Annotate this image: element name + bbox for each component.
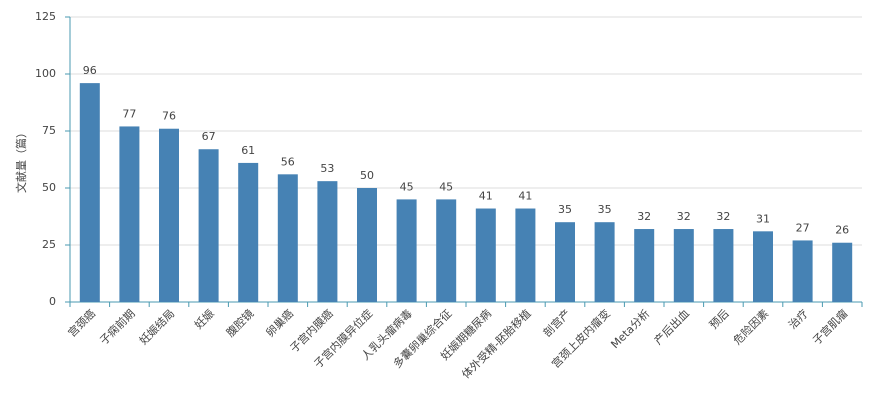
bar — [357, 188, 377, 302]
y-tick-label: 100 — [35, 67, 56, 80]
x-tick-label: 子痫前期 — [97, 306, 138, 347]
y-tick-label: 50 — [42, 181, 56, 194]
bar — [317, 181, 338, 302]
data-label: 27 — [796, 221, 810, 234]
bar — [79, 83, 100, 303]
data-label: 67 — [202, 130, 216, 143]
data-label: 41 — [518, 190, 532, 203]
bar — [753, 231, 773, 302]
x-tick-label: 体外受精-胚胎移植 — [459, 306, 534, 381]
bar — [515, 208, 536, 302]
data-label: 41 — [479, 190, 493, 203]
x-tick-label: 卵巢癌 — [263, 306, 296, 339]
data-label: 31 — [756, 212, 770, 225]
data-label: 26 — [835, 224, 849, 237]
data-label: 77 — [122, 107, 136, 120]
x-tick-label: 妊娠 — [191, 306, 216, 331]
bar — [634, 229, 655, 302]
bar — [792, 240, 813, 302]
data-label: 32 — [677, 210, 691, 223]
data-label: 32 — [637, 210, 651, 223]
bar — [555, 222, 575, 302]
data-label: 45 — [439, 180, 453, 193]
x-tick-label: 剖宫产 — [540, 306, 573, 339]
y-tick-label: 75 — [42, 124, 56, 137]
x-tick-label: 子宫肌瘤 — [809, 306, 850, 347]
data-label: 61 — [241, 144, 255, 157]
bar — [159, 128, 179, 302]
data-label: 50 — [360, 169, 374, 182]
x-tick-label: 腹腔镜 — [223, 306, 256, 339]
data-label: 35 — [558, 203, 572, 216]
bar — [713, 229, 734, 302]
bar — [832, 242, 853, 302]
x-tick-label: 治疗 — [785, 306, 810, 331]
data-label: 96 — [83, 64, 97, 77]
bar — [396, 199, 417, 302]
bar — [673, 229, 694, 302]
bar — [119, 126, 140, 302]
y-tick-label: 25 — [42, 238, 56, 251]
bar — [238, 162, 259, 302]
y-axis-label: 文献量（篇） — [14, 127, 28, 193]
x-tick-label: 预后 — [707, 307, 732, 332]
bar — [436, 199, 457, 302]
data-label: 32 — [716, 210, 730, 223]
y-tick-label: 125 — [35, 10, 56, 23]
y-tick-label: 0 — [49, 295, 56, 308]
data-label: 53 — [320, 162, 334, 175]
data-label: 45 — [400, 180, 414, 193]
bar — [594, 222, 615, 302]
data-label: 76 — [162, 110, 176, 123]
x-tick-label: Meta分析 — [608, 306, 653, 351]
x-tick-label: 妊娠结局 — [136, 306, 177, 347]
x-tick-label: 产后出血 — [651, 306, 692, 347]
bar — [475, 208, 496, 302]
x-tick-label: 危险因素 — [730, 306, 771, 347]
data-label: 56 — [281, 155, 295, 168]
bar — [277, 174, 298, 302]
data-label: 35 — [598, 203, 612, 216]
x-tick-label: 宫颈癌 — [65, 306, 98, 339]
bar — [198, 149, 219, 302]
